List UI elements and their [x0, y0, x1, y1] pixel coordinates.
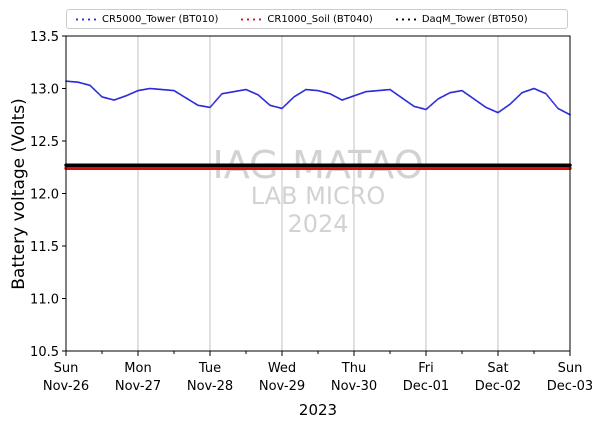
y-tick-label: 11.5: [30, 240, 59, 255]
data-point-cr5000: [547, 95, 549, 98]
y-axis: 10.5 11.0 11.5 12.0 12.5 13.0 13.5: [30, 30, 66, 360]
data-point-cr5000: [556, 106, 558, 109]
data-point-cr5000: [554, 103, 556, 106]
y-tick-label: 11.0: [30, 293, 59, 308]
x-tick-label-date: Nov-28: [187, 379, 233, 394]
legend-label-cr5000: CR5000_Tower (BT010): [102, 13, 219, 25]
x-tick-label-date: Nov-27: [115, 379, 161, 394]
x-tick-label-day: Sun: [54, 361, 79, 376]
data-point-cr5000: [550, 98, 552, 101]
x-tick-label-date: Dec-01: [403, 379, 449, 394]
data-point-cr5000: [555, 105, 557, 107]
x-axis-label: 2023: [299, 401, 337, 419]
series-2: [64, 163, 572, 167]
x-tick-label-day: Tue: [198, 361, 221, 376]
data-point-cr5000: [551, 100, 553, 102]
y-tick-label: 10.5: [30, 345, 59, 360]
x-tick-label-date: Nov-26: [43, 379, 89, 394]
data-point-cr5000: [549, 97, 551, 100]
x-tick-label-date: Nov-29: [259, 379, 305, 394]
legend-marker-blue: [74, 17, 96, 21]
data-point-cr5000: [545, 92, 547, 95]
watermark: IAG-MATAO LAB MICRO 2024: [212, 143, 423, 238]
x-tick-label-date: Dec-02: [475, 379, 521, 394]
legend-marker-red: [239, 17, 262, 21]
y-tick-label: 13.0: [30, 83, 59, 98]
x-tick-label-day: Thu: [341, 361, 366, 376]
watermark-line-2: LAB MICRO: [251, 182, 386, 210]
y-tick-label: 12.5: [30, 135, 59, 150]
legend: CR5000_Tower (BT010) CR1000_Soil (BT040)…: [66, 9, 568, 29]
x-tick-label-day: Sat: [487, 361, 508, 376]
x-tick-label-day: Mon: [124, 361, 151, 376]
legend-entry-cr5000: CR5000_Tower (BT010): [74, 14, 218, 25]
series-0: [65, 80, 571, 116]
data-point-cr5000: [552, 101, 554, 104]
watermark-line-3: 2024: [287, 210, 348, 238]
x-tick-label-day: Sun: [558, 361, 583, 376]
y-axis-label: Battery voltage (Volts): [9, 98, 29, 289]
x-axis: Sun Nov-26 Mon Nov-27 Tue Nov-28 Wed Nov-29 Thu N…: [43, 351, 593, 394]
legend-entry-daqm: DaqM_Tower (BT050): [393, 13, 528, 25]
legend-label-cr1000: CR1000_Soil (BT040): [267, 13, 373, 25]
data-point-cr5000: [546, 94, 548, 96]
series-group: [64, 80, 572, 170]
x-tick-label-day: Wed: [268, 361, 296, 376]
y-tick-label: 12.0: [30, 188, 59, 203]
y-tick-label: 13.5: [30, 30, 59, 45]
legend-label-daqm: DaqM_Tower (BT050): [421, 13, 528, 25]
legend-entry-cr1000: CR1000_Soil (BT040): [239, 13, 373, 25]
series-1: [64, 166, 572, 170]
x-tick-label-date: Dec-03: [547, 379, 593, 394]
data-point-cr5000: [548, 96, 550, 99]
x-tick-label-day: Fri: [418, 361, 434, 376]
data-point-cr5000: [553, 102, 555, 105]
vertical-grid: [137, 36, 499, 351]
x-tick-label-date: Nov-30: [331, 379, 377, 394]
legend-marker-black: [393, 17, 416, 21]
